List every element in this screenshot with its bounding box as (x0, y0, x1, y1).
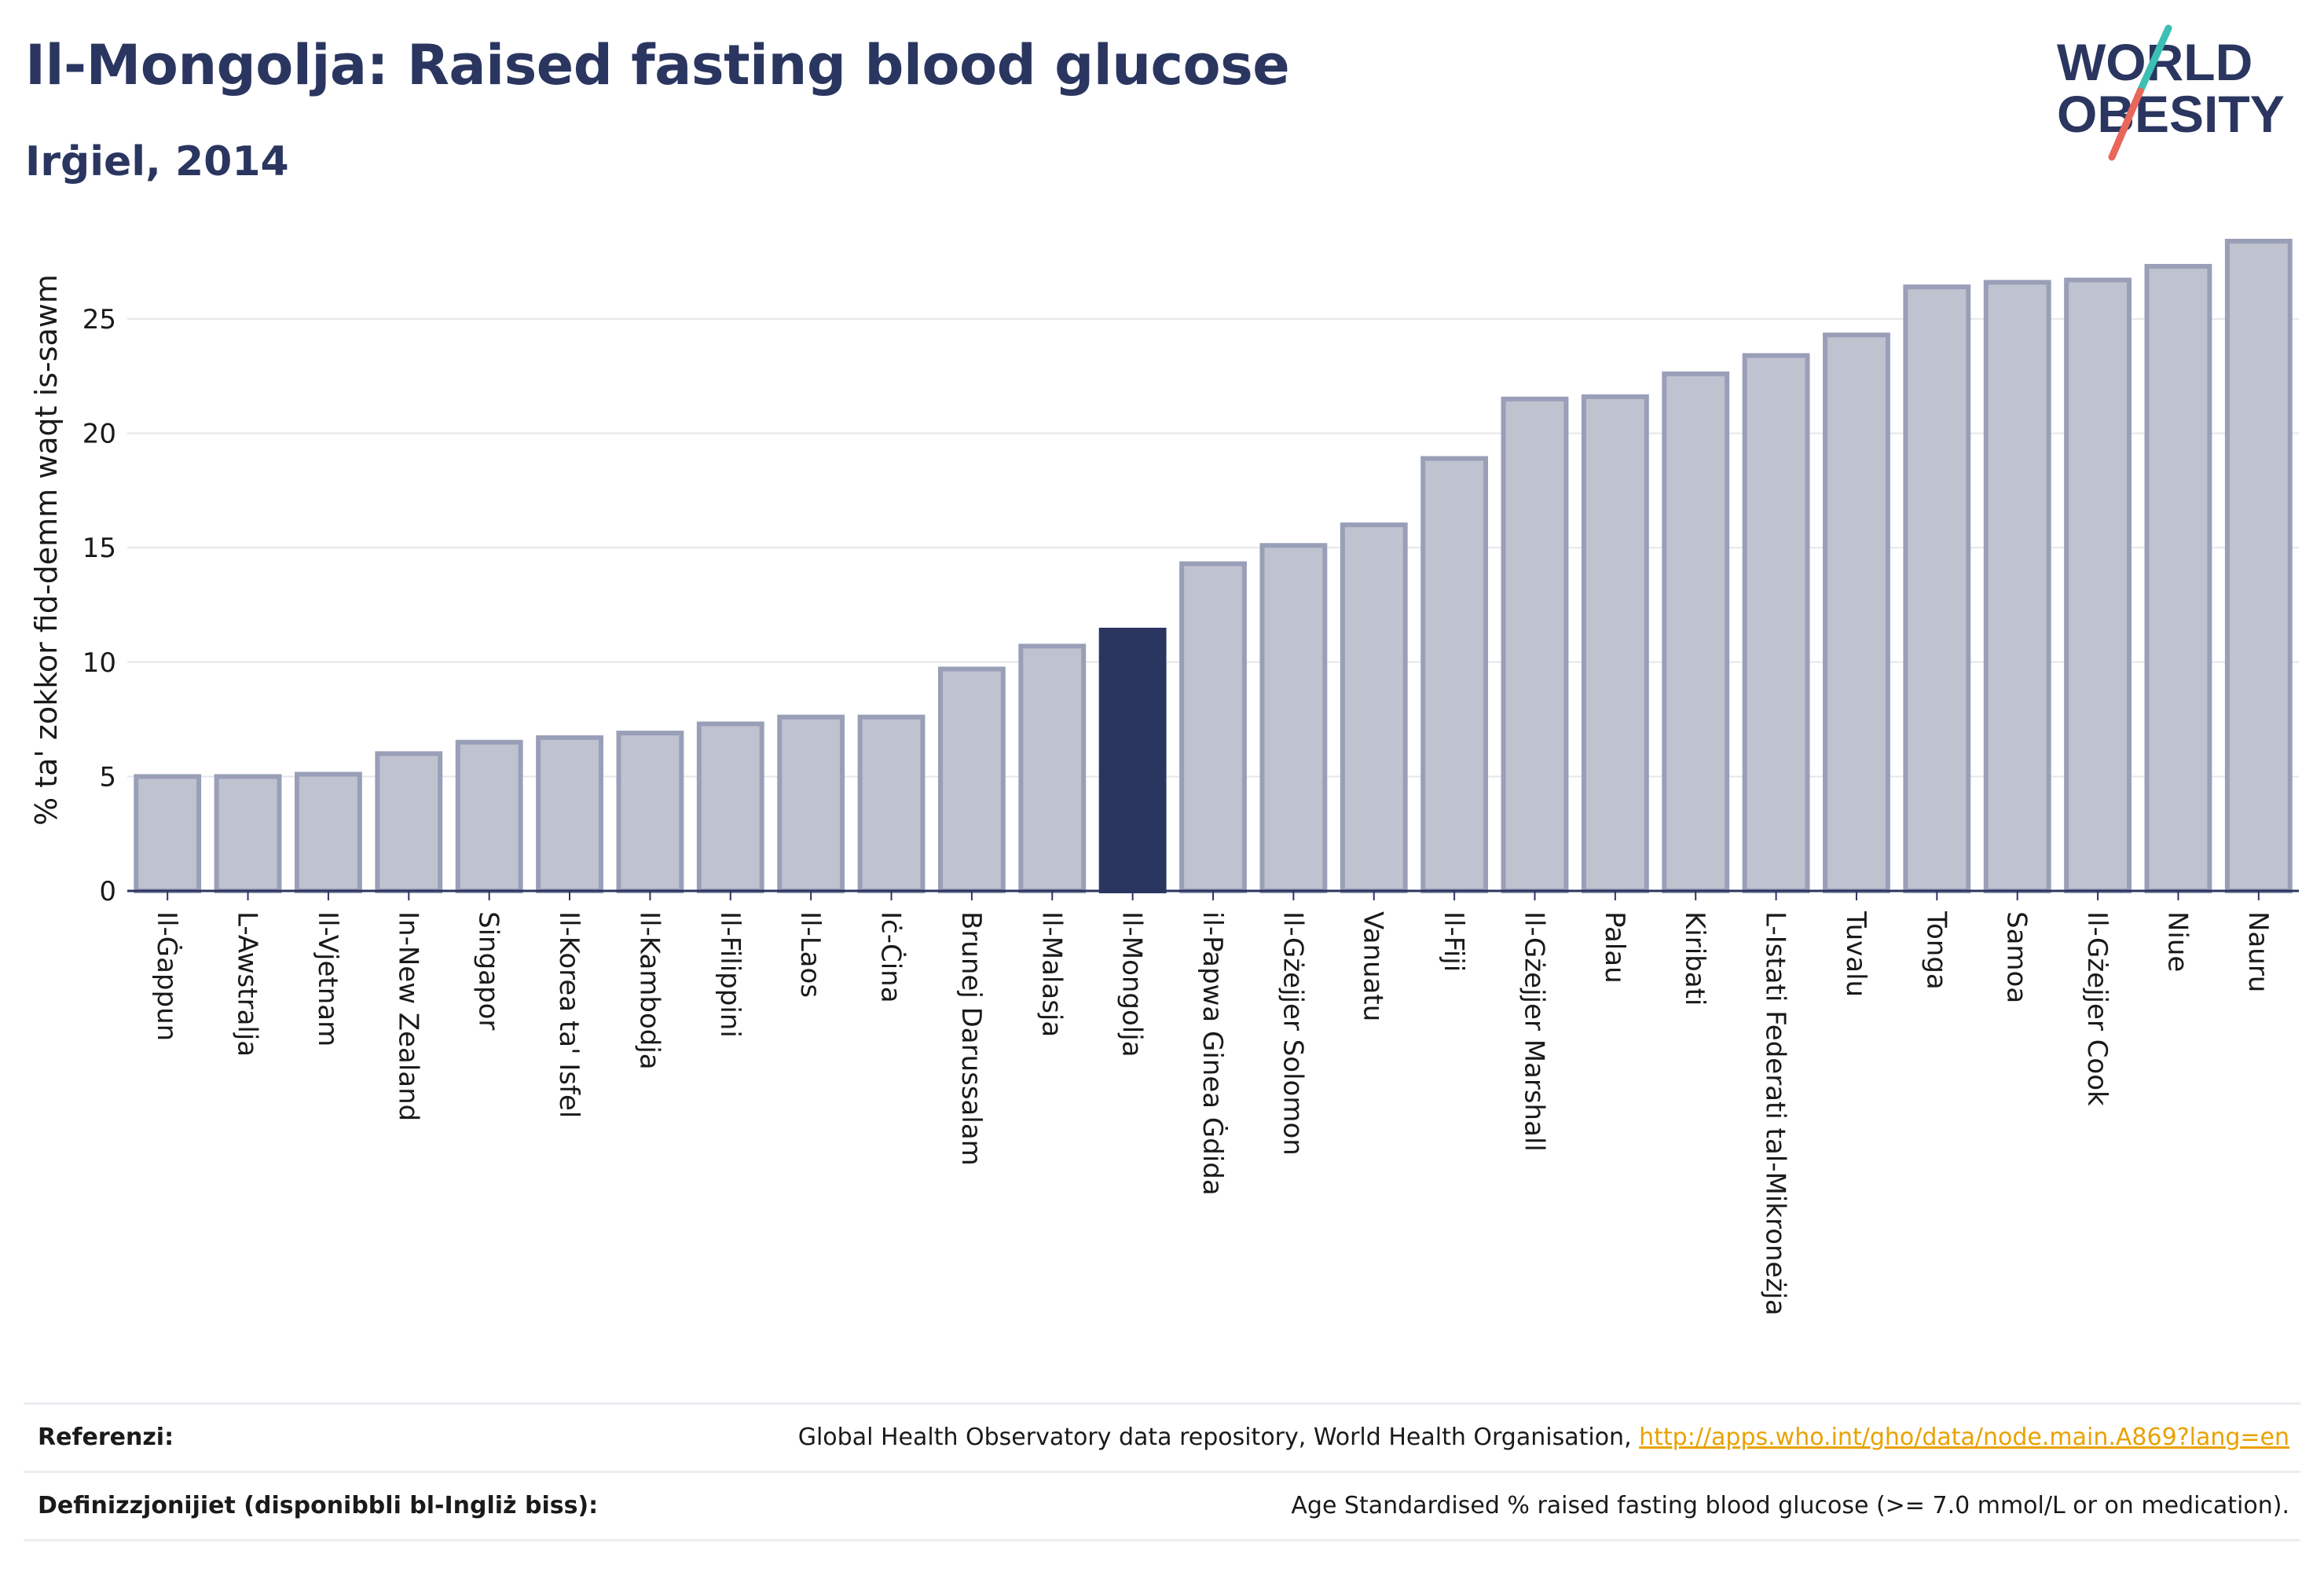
bar (1340, 522, 1408, 893)
x-tick-label: il-Papwa Ginea Ġdida (1197, 911, 1229, 1196)
chart-subtitle: Irġiel, 2014 (25, 138, 289, 185)
references-link[interactable]: http://apps.who.int/gho/data/node.main.A… (1639, 1424, 2289, 1451)
x-tick-label: Il-Gżejjer Solomon (1277, 911, 1308, 1156)
bar (214, 774, 282, 894)
x-tick-label: Singapor (473, 911, 504, 1030)
definitions-label: Definizzjonijiet (disponibbli bl-Ingliż … (38, 1492, 599, 1519)
x-tick-label: Palau (1599, 911, 1630, 984)
x-tick-label: Il-Gżejjer Marshall (1518, 911, 1549, 1152)
x-tick-label: L-Istati Federati tal-Mikroneżja (1760, 911, 1791, 1316)
bar (2224, 238, 2293, 893)
footer-references-row: Referenzi: Global Health Observatory dat… (24, 1402, 2300, 1471)
references-label: Referenzi: (38, 1424, 174, 1451)
chart-title: Il-Mongolja: Raised fasting blood glucos… (25, 33, 1290, 97)
bar (777, 714, 845, 894)
x-tick-label: Nauru (2242, 911, 2274, 992)
bar (937, 666, 1006, 894)
x-tick-label: Kiribati (1679, 911, 1710, 1006)
bars (134, 238, 2293, 894)
x-tick-label: Il-Kambodja (633, 911, 665, 1070)
bar (1983, 280, 2051, 894)
x-tick-label: Il-Laos (794, 911, 826, 998)
x-tick-label: Tonga (1920, 911, 1952, 990)
x-tick-label: Il-Malasja (1036, 911, 1067, 1037)
x-tick-label: Il-Filippini (714, 911, 746, 1038)
definitions-text: Age Standardised % raised fasting blood … (1291, 1492, 2289, 1519)
y-tick-label: 10 (82, 647, 116, 679)
bar (1662, 371, 1730, 893)
bar (2064, 277, 2132, 893)
y-tick-label: 15 (82, 533, 116, 564)
bar (536, 735, 603, 893)
footer-definitions-row: Definizzjonijiet (disponibbli bl-Ingliż … (24, 1471, 2300, 1541)
x-tick-label: Il-Ġappun (151, 911, 183, 1041)
bar (1420, 456, 1489, 893)
y-tick-label: 5 (99, 761, 116, 793)
bar (1259, 543, 1328, 893)
bar (375, 751, 443, 894)
bar (455, 739, 523, 894)
x-tick-label: Il-Mongolja (1116, 911, 1148, 1057)
references-value: Global Health Observatory data repositor… (798, 1405, 2289, 1471)
x-tick-label: Il-Korea ta' Isfel (553, 911, 585, 1118)
tick-labels: 0 5 10 15 20 25 Il-Ġappun L-Awstralja Il-Vjetnam… (82, 304, 2274, 1316)
bar (1501, 396, 1569, 894)
bar (1823, 332, 1890, 893)
logo-text-obesity: OBESITY (2057, 85, 2285, 143)
bar (295, 772, 362, 894)
bar (857, 714, 926, 894)
references-text: Global Health Observatory data repositor… (797, 1424, 1640, 1451)
bar (2144, 263, 2212, 893)
y-axis-label: % ta' zokkor fid-demm waqt is-sawm (29, 274, 64, 826)
x-tick-label: Samoa (2001, 911, 2033, 1003)
bar (1018, 643, 1087, 894)
x-tick-label: Niue (2161, 911, 2193, 972)
x-tick-label: Brunej Darussalam (955, 911, 987, 1166)
x-tick-label: In-New Zealand (392, 911, 423, 1121)
x-tick-label: Tuvalu (1840, 911, 1871, 997)
world-obesity-logo: WORLD OBESITY (2057, 24, 2285, 161)
bar (696, 721, 764, 893)
y-tick-label: 25 (82, 304, 116, 335)
logo-slash-teal (2136, 24, 2172, 95)
bar (134, 774, 202, 894)
y-tick-label: 20 (82, 419, 116, 450)
x-tick-label: Il-Fiji (1438, 911, 1469, 972)
logo-slash-red (2108, 87, 2144, 161)
bar-chart: 0 5 10 15 20 25 Il-Ġappun L-Awstralja Il-Vjetnam… (29, 238, 2299, 1316)
bar (1742, 353, 1810, 893)
bar (1581, 394, 1649, 893)
x-tick-label: Vanuatu (1358, 911, 1389, 1021)
bar (616, 731, 684, 893)
footer: Referenzi: Global Health Observatory dat… (24, 1402, 2300, 1541)
bar (1903, 284, 1971, 893)
x-tick-label: Il-Vjetnam (312, 911, 343, 1046)
x-tick-label: Il-Gżejjer Cook (2081, 911, 2113, 1106)
bar-highlighted (1098, 628, 1167, 893)
axes (127, 889, 2299, 900)
x-tick-label: L-Awstralja (232, 911, 263, 1057)
x-tick-label: Iċ-Ċina (875, 911, 907, 1003)
bar (1179, 561, 1247, 894)
y-tick-label: 0 (99, 876, 116, 907)
